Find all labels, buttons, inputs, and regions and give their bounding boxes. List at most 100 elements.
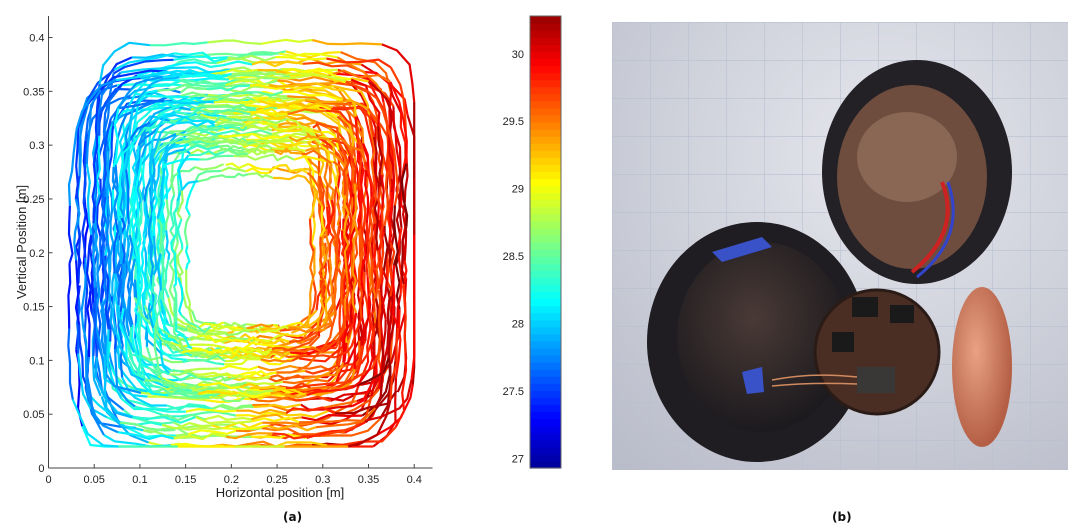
trajectory-segment [400, 226, 408, 285]
trajectory-segment [95, 135, 101, 195]
trajectory-segment [132, 103, 166, 140]
trajectory-segment [352, 183, 359, 233]
trajectory-segment [85, 89, 102, 165]
trajectory-segment [392, 265, 400, 329]
trajectory-segment [75, 79, 117, 130]
colorbar-swatch [530, 16, 561, 24]
trajectory-segment [328, 163, 335, 201]
trajectory-segment [220, 166, 247, 173]
colorbar-swatch [530, 178, 561, 187]
trajectory-segment [176, 180, 199, 202]
colorbar-swatch [530, 404, 561, 413]
trajectory-segment [100, 355, 142, 394]
trajectory-segment [319, 206, 326, 238]
colorbar-swatch [530, 439, 561, 448]
colorbar-swatch [530, 72, 561, 81]
trajectory-segment [275, 55, 327, 61]
trajectory-segment [204, 336, 233, 344]
trajectory-segment [400, 163, 409, 227]
colorbar-tick-label: 28 [512, 319, 524, 331]
trajectory-segment [233, 154, 264, 161]
sensor-capsule-photo [612, 22, 1068, 470]
trajectory-segment [199, 154, 234, 161]
trajectory-segment [76, 288, 81, 354]
trajectory-segment [221, 346, 248, 355]
trajectory-segment [92, 287, 97, 357]
colorbar-frame [529, 15, 562, 469]
trajectory-segment [333, 352, 380, 385]
trajectory-segment [252, 333, 284, 342]
trajectory-segment [204, 372, 243, 378]
trajectory-segment [116, 263, 123, 305]
trajectory-segment [109, 221, 115, 270]
trajectory-segment [327, 199, 335, 234]
trajectory-segment [305, 98, 369, 110]
trajectory-segment [137, 120, 177, 138]
colorbar-swatch [530, 390, 561, 398]
trajectory-segment [253, 135, 290, 144]
trajectory-segment [162, 302, 188, 332]
colorbar-swatch [530, 411, 561, 420]
trajectory-segment [361, 352, 392, 417]
colorbar-swatch [530, 460, 561, 469]
trajectory-segment [343, 234, 350, 274]
trajectory-segment [100, 190, 107, 246]
trajectory-segment [352, 355, 378, 407]
trajectory-segment [234, 90, 284, 97]
trajectory-segment [344, 202, 350, 244]
trajectory-segment [351, 232, 359, 273]
trajectory-segment [218, 364, 259, 371]
trajectory-segment [125, 169, 130, 224]
trajectory-segment [80, 257, 87, 311]
trajectory-segment [117, 348, 148, 393]
trajectory-segment [119, 263, 125, 309]
colorbar-swatch [530, 234, 561, 243]
trajectory-segment [251, 60, 304, 68]
trajectory-segment [85, 356, 105, 436]
colorbar-swatch [530, 277, 561, 285]
trajectory-segment [225, 432, 273, 440]
trajectory-segment [163, 161, 169, 200]
trajectory-segment [365, 222, 370, 277]
trajectory-segment [160, 267, 165, 304]
trajectory-segment [183, 214, 191, 246]
colorbar-swatch [530, 185, 561, 194]
trajectory-segment [288, 102, 332, 111]
colorbar-swatch [530, 242, 561, 250]
trajectory-segment [117, 312, 124, 378]
trajectory-segment [169, 124, 208, 133]
trajectory-segment [163, 313, 180, 347]
trajectory-segment [148, 148, 154, 202]
trajectory-segment [272, 321, 307, 330]
trajectory-segment [211, 403, 254, 411]
trajectory-segment [368, 119, 376, 176]
trajectory-segment [347, 196, 353, 244]
colorbar-swatch [530, 23, 561, 31]
trajectory-segment [231, 71, 286, 76]
trajectory-segment [131, 76, 180, 111]
colorbar-swatch [530, 249, 561, 257]
trajectory-segment [74, 127, 80, 200]
axes: 0 0.05 0.1 0.15 0.2 0.25 0.3 0.35 0.4 0 0.05 0.1 0.1… [23, 16, 433, 486]
trajectory-segment [364, 161, 375, 216]
trajectory-segment [218, 123, 248, 132]
trajectory-segment [185, 181, 197, 216]
x-tick-label: 0.3 [315, 474, 330, 486]
trajectory-segment [77, 68, 115, 129]
trajectory-segment [315, 82, 357, 117]
trajectory-segment [287, 108, 326, 116]
trajectory-segment [315, 313, 337, 356]
trajectory-segment [337, 268, 343, 311]
colorbar-swatch [530, 340, 561, 349]
trajectory-segment [301, 414, 363, 422]
trajectory-segment [312, 390, 359, 425]
trajectory-segment [106, 329, 123, 400]
trajectory-segment [315, 121, 344, 149]
trajectory-segment [350, 78, 381, 127]
trajectory-segment [332, 106, 375, 138]
trajectory-segment [67, 263, 72, 329]
trajectory-segment [103, 213, 111, 269]
colorbar-tick-label: 28.5 [503, 251, 524, 263]
trajectory-segment [214, 121, 246, 127]
trajectory-segment [130, 221, 136, 260]
